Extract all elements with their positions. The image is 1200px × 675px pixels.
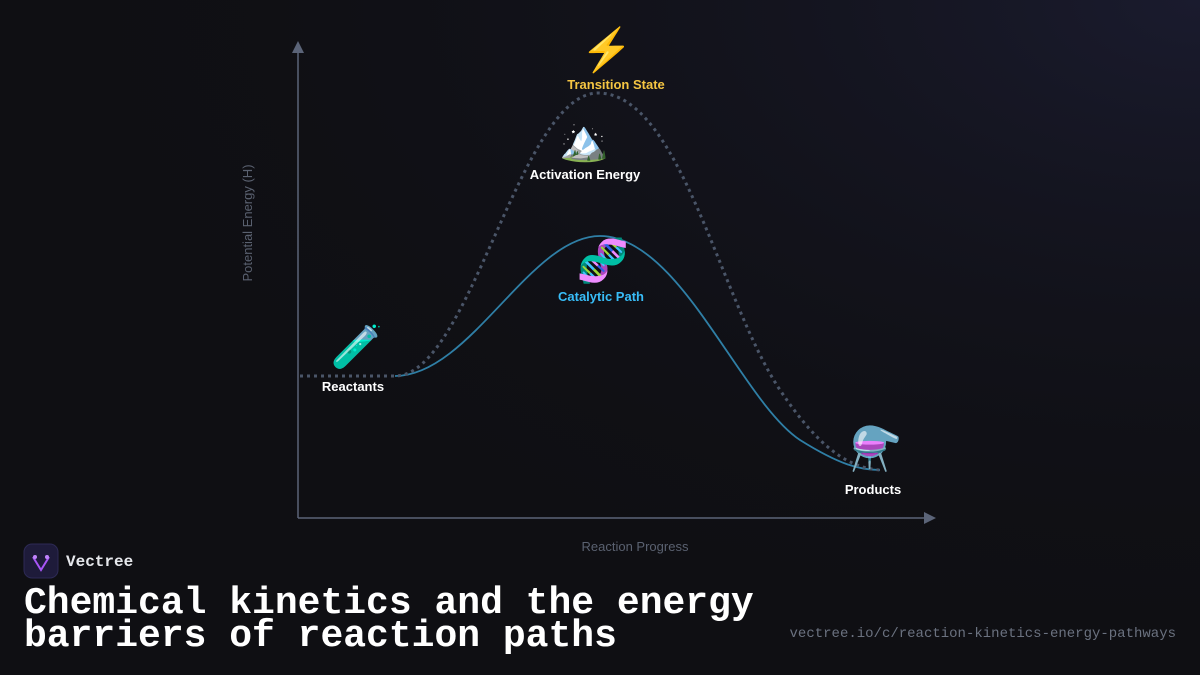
logo-mark bbox=[32, 556, 50, 572]
node-icon: 🏔️ bbox=[559, 119, 609, 163]
x-arrow bbox=[924, 512, 936, 524]
logo bbox=[23, 543, 59, 579]
title-line: barriers of reaction paths bbox=[24, 615, 617, 658]
node-label: Transition State bbox=[567, 77, 665, 92]
node-label: Products bbox=[845, 482, 901, 497]
title-line: Chemical kinetics and the energy bbox=[24, 582, 754, 625]
node-icon: 🧪 bbox=[331, 323, 383, 371]
catalytic-curve bbox=[394, 235, 881, 471]
node-icon: 🧬 bbox=[577, 235, 629, 286]
node-label: Reactants bbox=[322, 379, 384, 394]
y-axis-label: Potential Energy (H) bbox=[240, 164, 255, 281]
logo-dot bbox=[45, 555, 49, 559]
node-label: Activation Energy bbox=[530, 167, 641, 182]
y-arrow bbox=[292, 41, 304, 53]
brand: Vectree bbox=[66, 553, 133, 571]
node-label: Catalytic Path bbox=[558, 289, 644, 304]
logo-dot bbox=[33, 555, 37, 559]
x-axis-label: Reaction Progress bbox=[582, 539, 689, 554]
node-icon: ⚡ bbox=[581, 25, 633, 75]
node-icon: ⚗️ bbox=[850, 424, 902, 473]
url: vectree.io/c/reaction-kinetics-energy-pa… bbox=[790, 626, 1176, 642]
uncatalyzed-curve bbox=[300, 91, 881, 472]
